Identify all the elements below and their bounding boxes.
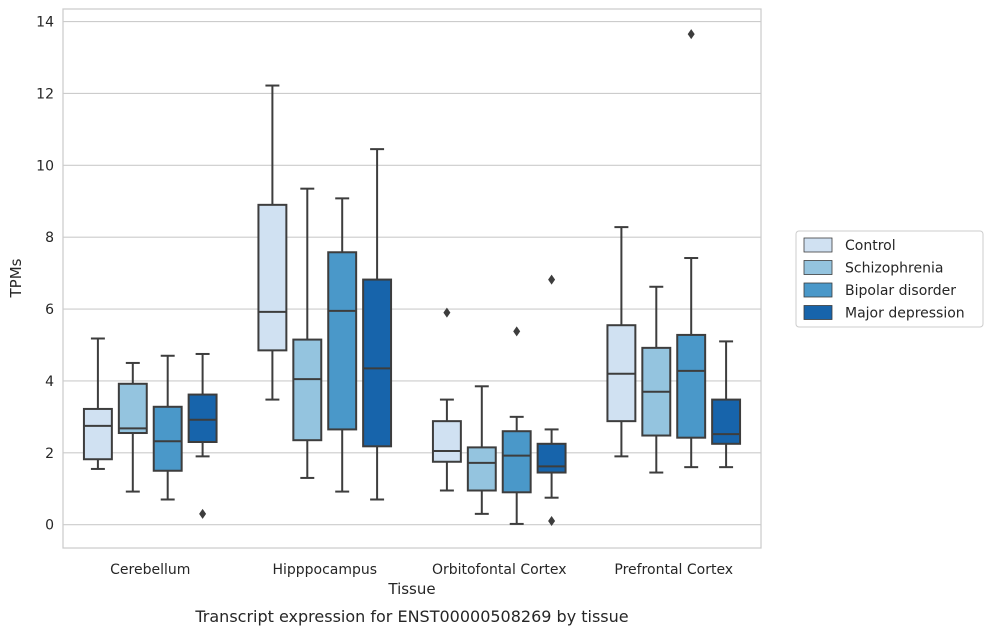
box-1-2 [327,197,358,493]
x-tick-label: Orbitofontal Cortex [432,562,567,578]
box-iqr [257,203,288,352]
box-3-0 [606,226,637,458]
y-tick-label: 14 [36,15,54,31]
legend-swatch [803,260,833,275]
legend-frame [795,230,984,328]
box-2-0 [431,307,462,492]
box-iqr [292,338,323,442]
box-iqr [431,420,462,463]
y-tick-label: 4 [45,374,54,390]
box-0-0 [82,337,113,470]
box-1-3 [362,148,393,501]
box-1-0 [257,84,288,401]
box-iqr [362,278,393,448]
x-axis-label: Tissue [387,580,435,598]
y-tick-label: 12 [36,86,54,102]
x-tick-label: Prefrontal Cortex [614,562,733,578]
box-iqr [466,446,497,492]
box-3-1 [641,285,672,474]
box-iqr [711,398,742,445]
legend-label: Bipolar disorder [845,283,956,299]
box-2-3 [536,274,567,527]
box-iqr [187,393,218,443]
x-tick-labels: Cerebellum Hipppocampus Orbitofontal Corte… [110,562,733,578]
legend-swatch [803,282,833,298]
y-axis-label: TPMs [7,258,25,298]
legend-swatch [803,305,833,320]
box-0-1 [117,361,148,493]
box-iqr [327,251,358,431]
box-3-3 [711,340,742,469]
box-0-2 [152,354,183,501]
y-tick-label: 0 [45,518,54,534]
box-iqr [117,382,148,435]
x-tick-label: Cerebellum [110,562,190,578]
legend-items: Control Schizophrenia Bipolar disorder Majo… [803,237,965,322]
y-tick-labels: 0 2 4 6 8 10 12 14 [36,15,54,534]
legend-label: Schizophrenia [845,261,943,277]
x-tick-label: Hipppocampus [272,562,377,578]
box-2-2 [501,326,532,525]
outlier-point [548,274,556,285]
outlier-point [199,508,207,519]
y-tick-label: 8 [45,230,54,246]
box-iqr [501,430,532,494]
box-3-2 [676,29,707,469]
legend-swatch [803,237,833,253]
box-iqr [536,442,567,474]
box-1-1 [292,187,323,479]
box-0-3 [187,352,218,519]
y-tick-label: 10 [36,158,54,174]
y-tick-label: 2 [45,446,54,462]
outlier-point [687,29,695,40]
legend: Control Schizophrenia Bipolar disorder Majo… [795,230,984,328]
legend-label: Major depression [845,306,965,322]
boxes-layer [82,29,742,527]
box-iqr [152,405,183,472]
plot-frame [62,8,762,549]
outlier-point [513,326,521,337]
box-2-1 [466,385,497,515]
legend-label: Control [845,238,896,254]
box-iqr [82,407,113,461]
outlier-point [443,307,451,318]
y-tick-label: 6 [45,302,54,318]
box-iqr [676,333,707,439]
chart-caption: Transcript expression for ENST0000050826… [194,607,628,626]
outlier-point [548,516,556,527]
